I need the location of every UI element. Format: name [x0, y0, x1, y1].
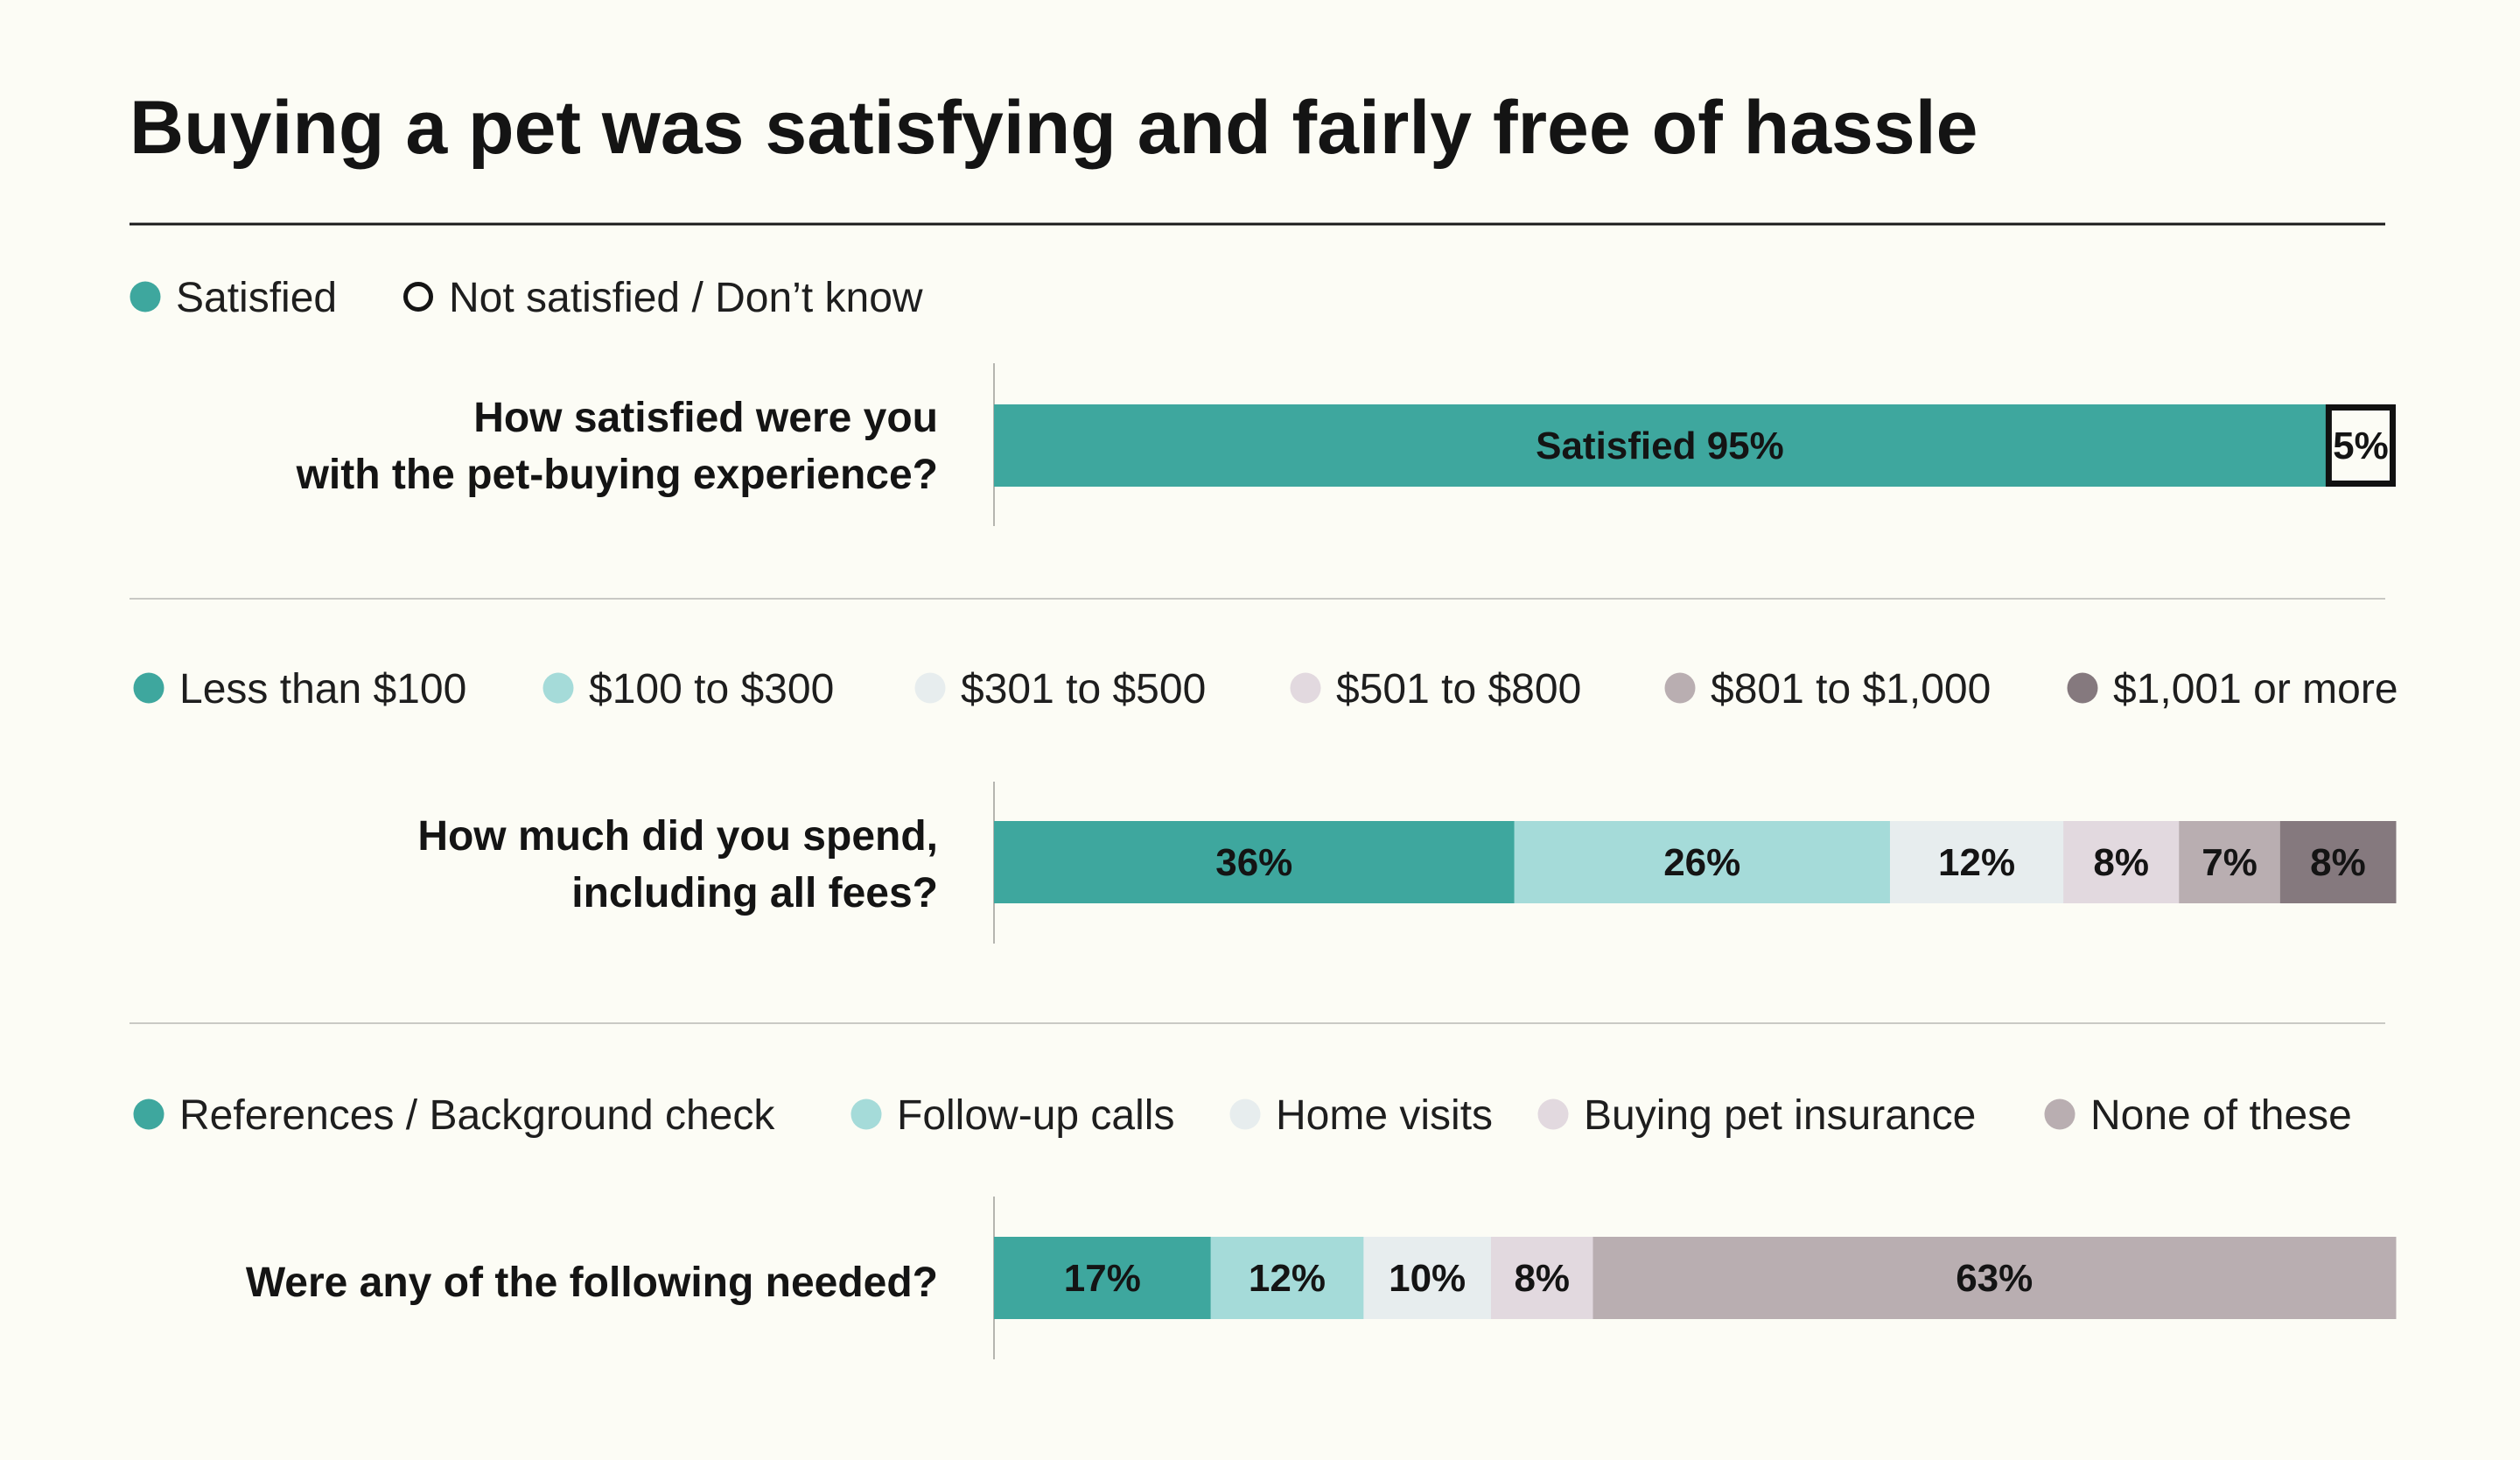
- data-label: 12%: [1249, 1257, 1326, 1300]
- legend-marker-buying-pet-insurance: [1537, 1099, 1569, 1130]
- bar-segment-home-visits: [1363, 1237, 1492, 1319]
- legend-label: References / Background check: [179, 1092, 775, 1139]
- legend-item-1-001-or-more: $1,001 or more: [2067, 666, 2398, 712]
- legend-item-buying-pet-insurance: Buying pet insurance: [1537, 1092, 1976, 1139]
- legend-label: $100 to $300: [589, 666, 834, 712]
- legend-marker-home-visits: [1229, 1099, 1261, 1130]
- legend-label: $501 to $800: [1336, 666, 1581, 712]
- legend-label: Home visits: [1276, 1092, 1493, 1139]
- bar-segment-references-background-check: [994, 1237, 1212, 1319]
- legend-marker-501-to-800: [1290, 672, 1321, 704]
- legend-marker-301-to-500: [914, 672, 946, 704]
- question-label: including all fees?: [571, 870, 938, 916]
- data-label: 36%: [1215, 841, 1292, 884]
- legend-marker-801-to-1-000: [1664, 672, 1696, 704]
- bar-segment-501-to-800: [2063, 821, 2180, 903]
- data-label: 17%: [1064, 1257, 1141, 1300]
- legend-item-100-to-300: $100 to $300: [542, 666, 834, 712]
- bar-segment-1-001-or-more: [2279, 821, 2397, 903]
- question-label: How much did you spend,: [417, 813, 938, 860]
- legend-marker-100-to-300: [542, 672, 574, 704]
- legend-item-501-to-800: $501 to $800: [1290, 666, 1581, 712]
- legend-label: $801 to $1,000: [1711, 666, 1991, 712]
- legend-item-satisfied: Satisfied: [130, 275, 337, 321]
- data-label: 8%: [2310, 841, 2366, 884]
- legend-item-less-than-100: Less than $100: [133, 666, 466, 712]
- legend-label: Less than $100: [179, 666, 466, 712]
- question-label: with the pet-buying experience?: [296, 452, 938, 498]
- legend-item-801-to-1-000: $801 to $1,000: [1664, 666, 1991, 712]
- legend-item-301-to-500: $301 to $500: [914, 666, 1206, 712]
- question-label: Were any of the following needed?: [246, 1260, 938, 1306]
- legend-item-none-of-these: None of these: [2044, 1092, 2352, 1139]
- bar-segment-group: 17%: [994, 1237, 1212, 1319]
- legend-label: None of these: [2090, 1092, 2352, 1139]
- question-label: How satisfied were you: [473, 395, 938, 441]
- bar-segment-group: 10%: [1363, 1237, 1492, 1319]
- legend-label: Satisfied: [176, 275, 337, 321]
- bar-segment-group: 5%: [2325, 404, 2396, 487]
- chart-section-3: References / Background check Follow-up c…: [133, 1092, 2397, 1359]
- data-label: 8%: [1514, 1257, 1570, 1300]
- chart-title: Buying a pet was satisfying and fairly f…: [130, 86, 1978, 170]
- bar-segment-not-satisfied-don-t-know: [2325, 404, 2396, 487]
- data-label: 12%: [1938, 841, 2015, 884]
- legend-marker-not-satisfied-don-t-know: [403, 282, 433, 312]
- bar-segment-100-to-300: [1514, 821, 1891, 903]
- data-label: 5%: [2333, 425, 2389, 467]
- legend-item-follow-up-calls: Follow-up calls: [850, 1092, 1174, 1139]
- legend-item-references-background-check: References / Background check: [133, 1092, 775, 1139]
- data-label: 26%: [1663, 841, 1740, 884]
- bar-segment-group: 8%: [1490, 1237, 1593, 1319]
- bar-segment-group: 12%: [1210, 1237, 1364, 1319]
- bar-segment-group: 63%: [1592, 1237, 2397, 1319]
- legend-label: Buying pet insurance: [1584, 1092, 1976, 1139]
- bar-segment-satisfied: [994, 404, 2327, 487]
- legend-label: Follow-up calls: [897, 1092, 1174, 1139]
- legend-label: Not satisfied / Don’t know: [449, 275, 923, 321]
- legend-marker-none-of-these: [2044, 1099, 2076, 1130]
- bar-segment-group: 8%: [2063, 821, 2180, 903]
- legend-marker-satisfied: [130, 281, 161, 312]
- bar-segment-group: 26%: [1514, 821, 1891, 903]
- bar-segment-group: Satisfied 95%: [994, 404, 2327, 487]
- data-label: 63%: [1956, 1257, 2033, 1300]
- chart-section-2: Less than $100 $100 to $300 $301 to $500 $5…: [133, 666, 2398, 944]
- legend-label: $301 to $500: [961, 666, 1206, 712]
- bar-segment-buying-pet-insurance: [1490, 1237, 1593, 1319]
- bar-segment-follow-up-calls: [1210, 1237, 1364, 1319]
- legend-marker-references-background-check: [133, 1099, 164, 1130]
- legend-item-not-satisfied-don-t-know: Not satisfied / Don’t know: [403, 275, 923, 321]
- bar-segment-none-of-these: [1592, 1237, 2397, 1319]
- legend-item-home-visits: Home visits: [1229, 1092, 1493, 1139]
- bar-segment-801-to-1-000: [2179, 821, 2281, 903]
- data-label: Satisfied 95%: [1536, 425, 1784, 467]
- data-label: 7%: [2202, 841, 2258, 884]
- legend-marker-1-001-or-more: [2067, 672, 2098, 704]
- bar-segment-group: 7%: [2179, 821, 2281, 903]
- bar-segment-group: 36%: [994, 821, 1516, 903]
- legend-label: $1,001 or more: [2113, 666, 2398, 712]
- bar-segment-group: 8%: [2279, 821, 2397, 903]
- data-label: 8%: [2093, 841, 2149, 884]
- bar-segment-group: 12%: [1889, 821, 2064, 903]
- bar-segment-301-to-500: [1889, 821, 2064, 903]
- legend-marker-follow-up-calls: [850, 1099, 882, 1130]
- data-label: 10%: [1389, 1257, 1466, 1300]
- bar-segment-less-than-100: [994, 821, 1516, 903]
- chart-section-1: Satisfied Not satisfied / Don’t know How s…: [130, 275, 2396, 526]
- legend-marker-less-than-100: [133, 672, 164, 704]
